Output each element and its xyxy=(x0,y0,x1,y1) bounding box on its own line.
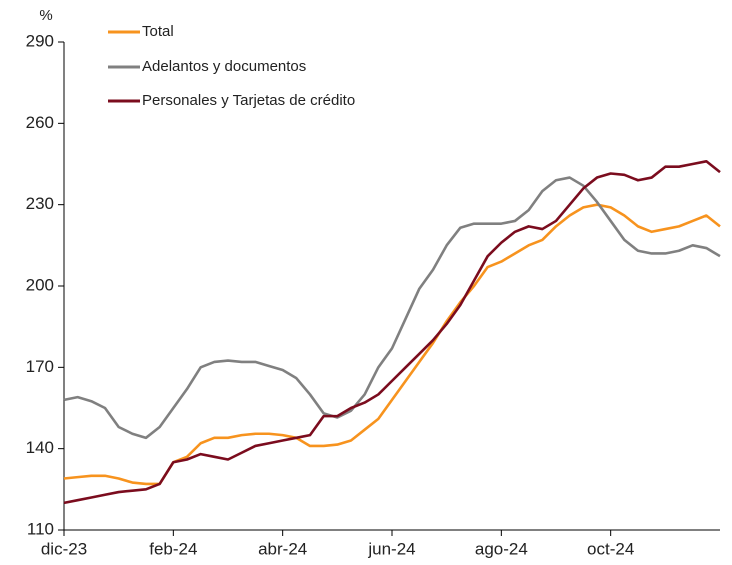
line-series xyxy=(63,159,721,505)
x-tick-label: ago-24 xyxy=(475,539,528,558)
x-tick-label: dic-23 xyxy=(41,539,87,558)
legend-label: Adelantos y documentos xyxy=(142,58,306,75)
y-tick-label: 170 xyxy=(26,357,54,376)
line-series xyxy=(63,176,721,440)
y-tick-label: 260 xyxy=(26,113,54,132)
y-tick-label: 230 xyxy=(26,194,54,213)
x-tick-label: jun-24 xyxy=(367,539,415,558)
x-tick-label: oct-24 xyxy=(587,539,634,558)
legend-label: Total xyxy=(142,23,174,40)
line-series xyxy=(63,203,721,486)
legend-label: Personales y Tarjetas de crédito xyxy=(142,92,355,109)
y-tick-label: 110 xyxy=(27,519,54,538)
y-axis-label: % xyxy=(39,7,52,24)
y-tick-label: 200 xyxy=(26,275,54,294)
y-tick-label: 140 xyxy=(26,438,54,457)
y-tick-label: 290 xyxy=(26,31,54,50)
x-tick-label: feb-24 xyxy=(149,539,197,558)
x-tick-label: abr-24 xyxy=(258,539,307,558)
